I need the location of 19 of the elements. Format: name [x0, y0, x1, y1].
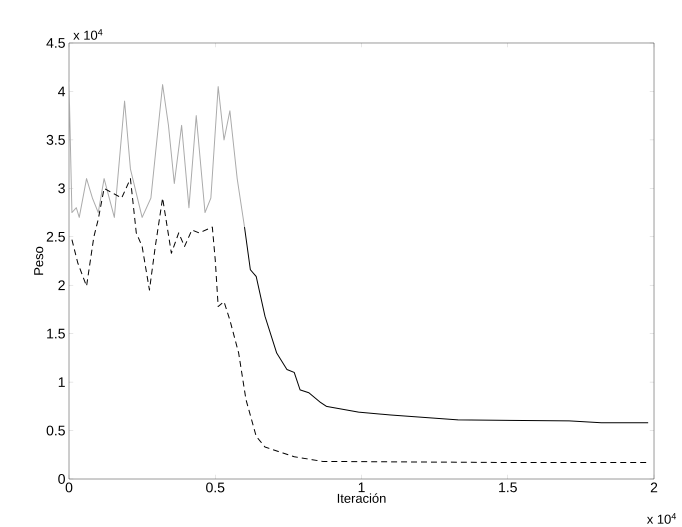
x-tick-label: 0 — [66, 482, 72, 492]
text: x 10$^{4}$ — [646, 513, 676, 524]
y-tick-label: 0.5 — [46, 426, 65, 436]
y-tick-label: 2 — [58, 280, 65, 290]
x-axis-title: Iteración — [338, 493, 386, 503]
y-tick-label: 3 — [58, 183, 65, 194]
text: x 10$^{4}$ — [73, 29, 102, 40]
x-tick-label: 1 — [358, 482, 365, 492]
y-tick-label: 3.5 — [46, 134, 65, 145]
y-tick-label: 4 — [58, 86, 66, 96]
x-tick-label: 0.5 — [206, 482, 224, 492]
y-tick-label: 4.5 — [46, 38, 65, 48]
y-tick-label: 2.5 — [46, 232, 65, 242]
y-tick-label: 1.5 — [47, 328, 65, 339]
y-tick-label: 1 — [58, 377, 65, 387]
y-axis-title: Peso — [34, 246, 44, 275]
y-tick-label: 0 — [58, 474, 65, 484]
x-tick-label: 1.5 — [499, 482, 517, 492]
x-tick-label: 2 — [650, 482, 658, 492]
